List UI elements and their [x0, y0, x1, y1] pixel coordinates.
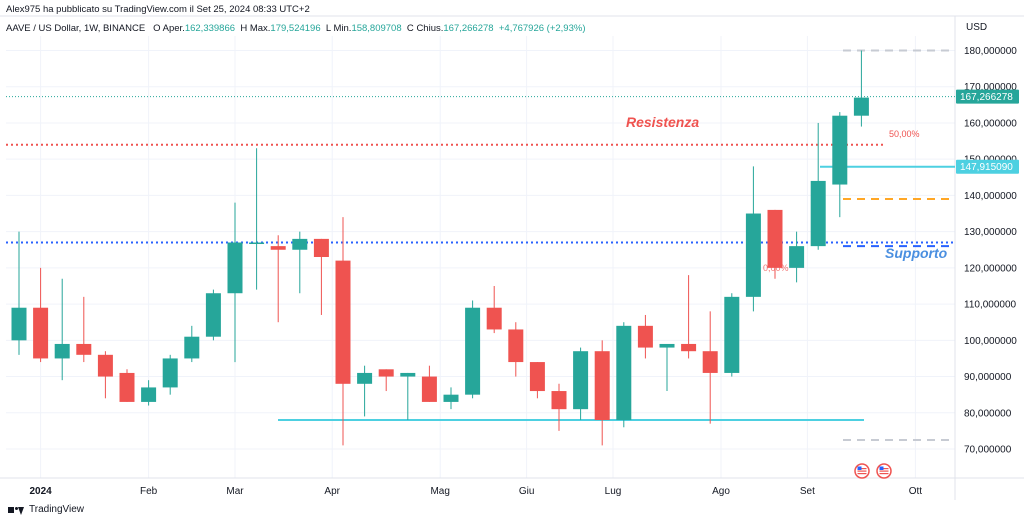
candle-body: [421, 376, 437, 402]
candle-body: [205, 293, 221, 337]
high-text: Max.: [249, 23, 271, 34]
candle-body: [681, 343, 697, 352]
publisher-text: Alex975 ha pubblicato su TradingView.com…: [6, 4, 310, 15]
change-value: +4,767926 (+2,93%): [498, 23, 586, 34]
open-text: Aper.: [162, 23, 185, 34]
candle-body: [702, 351, 718, 373]
y-tick-label: 70,000000: [964, 445, 1012, 456]
x-tick-label: Set: [800, 486, 815, 497]
high-label: H: [240, 23, 248, 34]
candle-body: [637, 325, 653, 348]
candle-body: [292, 238, 308, 250]
high-value: 179,524196: [270, 23, 321, 34]
y-tick-label: 170,000000: [964, 82, 1017, 93]
candle-body: [551, 391, 567, 410]
candle-body: [270, 246, 286, 250]
x-tick-label: Mag: [430, 486, 449, 497]
pct-50-label: 50,00%: [889, 129, 920, 139]
x-tick-label: Feb: [140, 486, 158, 497]
support-price-tag: 147,915090: [960, 162, 1013, 173]
close-label: C: [406, 23, 414, 34]
candle-body: [11, 307, 27, 341]
candle-body: [529, 362, 545, 392]
y-tick-label: 90,000000: [964, 372, 1012, 383]
currency-label[interactable]: USD: [966, 22, 988, 33]
candle-body: [659, 343, 675, 348]
pct-label: 0,00%: [763, 263, 789, 273]
y-tick-label: 160,000000: [964, 118, 1017, 129]
candle-body: [313, 238, 329, 257]
candle-body: [745, 213, 761, 297]
x-tick-label: Mar: [226, 486, 244, 497]
open-value: 162,339866: [184, 23, 236, 34]
symbol-legend[interactable]: AAVE / US Dollar, 1W, BINANCE O Aper.162…: [6, 23, 585, 34]
header-bar: Alex975 ha pubblicato su TradingView.com…: [0, 0, 1024, 20]
tradingview-brand: TradingView: [29, 504, 85, 515]
tradingview-logo-icon: [8, 505, 24, 515]
candle-body: [465, 307, 481, 395]
tradingview-footer[interactable]: TradingView: [8, 504, 84, 515]
y-tick-label: 130,000000: [964, 227, 1017, 238]
candle-body: [486, 307, 502, 330]
y-tick-label: 110,000000: [964, 300, 1017, 311]
candle-body: [594, 351, 610, 421]
candle-body: [508, 329, 524, 363]
low-value: 158,809708: [351, 23, 402, 34]
candle-body: [724, 296, 740, 373]
last-price-tag: 167,266278: [960, 92, 1013, 103]
last-price-tag-bg: [956, 89, 1019, 104]
candle-body: [184, 336, 200, 359]
symbol-name[interactable]: AAVE / US Dollar, 1W, BINANCE: [6, 23, 146, 34]
candle-body: [119, 372, 135, 402]
candle-body: [162, 358, 178, 388]
low-label: L: [325, 23, 331, 34]
candle-body: [141, 387, 157, 402]
candle-body: [335, 260, 351, 384]
candle-body: [832, 115, 848, 185]
x-tick-label: Lug: [605, 486, 622, 497]
y-tick-label: 140,000000: [964, 191, 1017, 202]
candle-body: [378, 369, 394, 377]
candle-body: [249, 242, 265, 245]
resistance-annotation: Resistenza: [626, 114, 699, 130]
candle-body: [767, 209, 783, 268]
x-tick-label: Ott: [909, 486, 923, 497]
close-value: 167,266278: [443, 23, 494, 34]
support-price-tag-bg: [956, 159, 1019, 174]
support-annotation: Supporto: [885, 245, 948, 261]
candle-body: [616, 325, 632, 421]
candle-body: [853, 97, 869, 116]
candle-body: [443, 394, 459, 402]
x-tick-label: Apr: [324, 486, 340, 497]
close-text: Chius.: [416, 23, 444, 34]
y-tick-label: 80,000000: [964, 408, 1012, 419]
x-tick-label: Ago: [712, 486, 730, 497]
candle-body: [810, 180, 826, 247]
candle-body: [573, 351, 589, 410]
us-flag-event-icon: [854, 463, 870, 479]
candle-body: [54, 343, 70, 359]
x-tick-label: Giu: [519, 486, 535, 497]
candle-body: [97, 354, 113, 377]
candle-body: [400, 372, 416, 377]
candle-body: [227, 242, 243, 294]
candle-body: [357, 372, 373, 384]
candle-body: [33, 307, 49, 359]
y-tick-label: 100,000000: [964, 336, 1017, 347]
us-flag-event-icon: [876, 463, 892, 479]
y-tick-label: 180,000000: [964, 46, 1017, 57]
candle-body: [789, 246, 805, 268]
open-label: O: [153, 23, 161, 34]
y-tick-label: 120,000000: [964, 263, 1017, 274]
low-text: Min.: [333, 23, 352, 34]
candle-body: [76, 343, 92, 355]
x-tick-label: 2024: [29, 486, 52, 497]
